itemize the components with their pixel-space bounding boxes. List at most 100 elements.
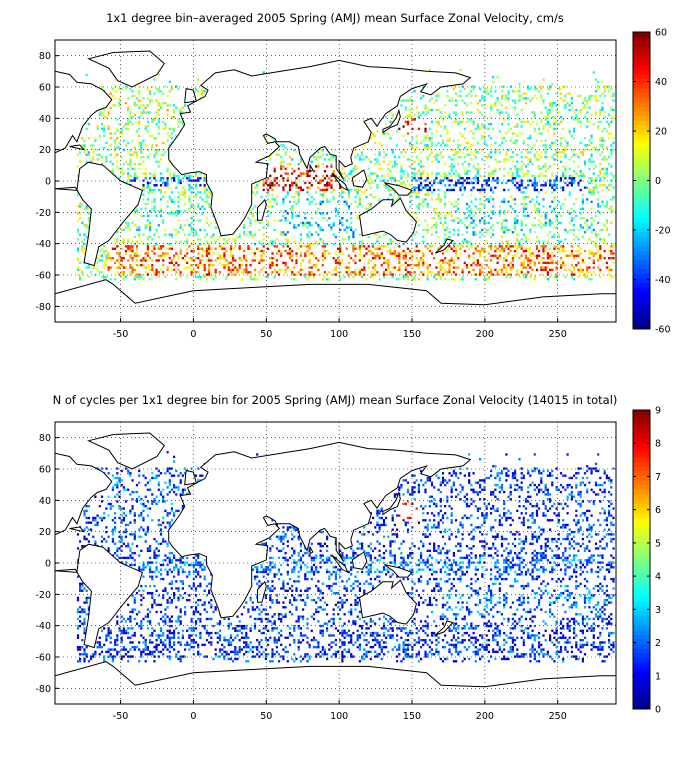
- data-cell: [601, 140, 603, 142]
- data-cell: [142, 637, 144, 639]
- data-cell: [317, 646, 319, 648]
- data-cell: [193, 639, 195, 641]
- data-cell: [459, 69, 461, 71]
- data-cell: [313, 276, 315, 278]
- data-cell: [591, 648, 593, 650]
- colorbar-segment: [633, 162, 650, 167]
- data-cell: [442, 262, 444, 264]
- data-cell: [462, 245, 464, 247]
- data-cell: [431, 109, 433, 111]
- data-cell: [468, 639, 470, 641]
- data-cell: [451, 189, 453, 191]
- data-cell: [473, 182, 475, 184]
- data-cell: [507, 123, 509, 125]
- data-cell: [105, 651, 107, 653]
- data-cell: [453, 172, 455, 174]
- data-cell: [293, 224, 295, 226]
- data-cell: [333, 243, 335, 245]
- data-cell: [481, 114, 483, 116]
- data-cell: [392, 266, 394, 268]
- data-cell: [304, 217, 306, 219]
- data-cell: [464, 156, 466, 158]
- data-cell: [483, 189, 485, 191]
- data-cell: [584, 116, 586, 118]
- data-cell: [512, 161, 514, 163]
- data-cell: [486, 128, 488, 130]
- data-cell: [438, 93, 440, 95]
- data-cell: [556, 175, 558, 177]
- data-cell: [108, 252, 110, 254]
- data-cell: [365, 208, 367, 210]
- data-cell: [420, 184, 422, 186]
- data-cell: [610, 88, 612, 90]
- data-cell: [370, 250, 372, 252]
- data-cell: [527, 271, 529, 273]
- data-cell: [258, 644, 260, 646]
- data-cell: [591, 252, 593, 254]
- data-cell: [357, 217, 359, 219]
- data-cell: [608, 646, 610, 648]
- data-cell: [525, 97, 527, 99]
- data-cell: [534, 128, 536, 130]
- data-cell: [405, 651, 407, 653]
- data-cell: [597, 266, 599, 268]
- data-cell: [127, 651, 129, 653]
- data-cell: [140, 273, 142, 275]
- data-cell: [156, 123, 158, 125]
- data-cell: [158, 114, 160, 116]
- data-cell: [400, 637, 402, 639]
- data-cell: [420, 142, 422, 144]
- data-cell: [359, 241, 361, 243]
- data-cell: [197, 90, 199, 92]
- data-cell: [108, 114, 110, 116]
- data-cell: [553, 644, 555, 646]
- data-cell: [521, 168, 523, 170]
- data-cell: [604, 655, 606, 657]
- data-cell: [582, 203, 584, 205]
- data-cell: [186, 262, 188, 264]
- data-cell: [577, 184, 579, 186]
- data-cell: [145, 226, 147, 228]
- data-cell: [532, 269, 534, 271]
- data-cell: [361, 273, 363, 275]
- data-cell: [132, 241, 134, 243]
- data-cell: [470, 217, 472, 219]
- data-cell: [149, 641, 151, 643]
- data-cell: [381, 252, 383, 254]
- data-cell: [309, 245, 311, 247]
- data-cell: [208, 266, 210, 268]
- data-cell: [243, 255, 245, 257]
- data-cell: [160, 104, 162, 106]
- data-cell: [158, 118, 160, 120]
- data-cell: [346, 266, 348, 268]
- data-cell: [431, 653, 433, 655]
- data-cell: [173, 641, 175, 643]
- data-cell: [125, 85, 127, 87]
- data-cell: [311, 273, 313, 275]
- data-cell: [142, 104, 144, 106]
- data-cell: [521, 271, 523, 273]
- data-cell: [545, 250, 547, 252]
- data-cell: [466, 154, 468, 156]
- data-cell: [569, 177, 571, 179]
- data-cell: [263, 234, 265, 236]
- data-cell: [601, 81, 603, 83]
- data-cell: [553, 226, 555, 228]
- data-cell: [538, 255, 540, 257]
- data-cell: [241, 248, 243, 250]
- data-cell: [123, 655, 125, 657]
- data-cell: [556, 245, 558, 247]
- data-cell: [516, 222, 518, 224]
- data-cell: [523, 250, 525, 252]
- data-cell: [499, 243, 501, 245]
- data-cell: [490, 273, 492, 275]
- data-cell: [405, 269, 407, 271]
- data-cell: [171, 191, 173, 193]
- data-cell: [77, 231, 79, 233]
- data-cell: [538, 154, 540, 156]
- data-cell: [558, 248, 560, 250]
- data-cell: [171, 637, 173, 639]
- data-cell: [173, 104, 175, 106]
- data-cell: [164, 125, 166, 127]
- data-cell: [514, 639, 516, 641]
